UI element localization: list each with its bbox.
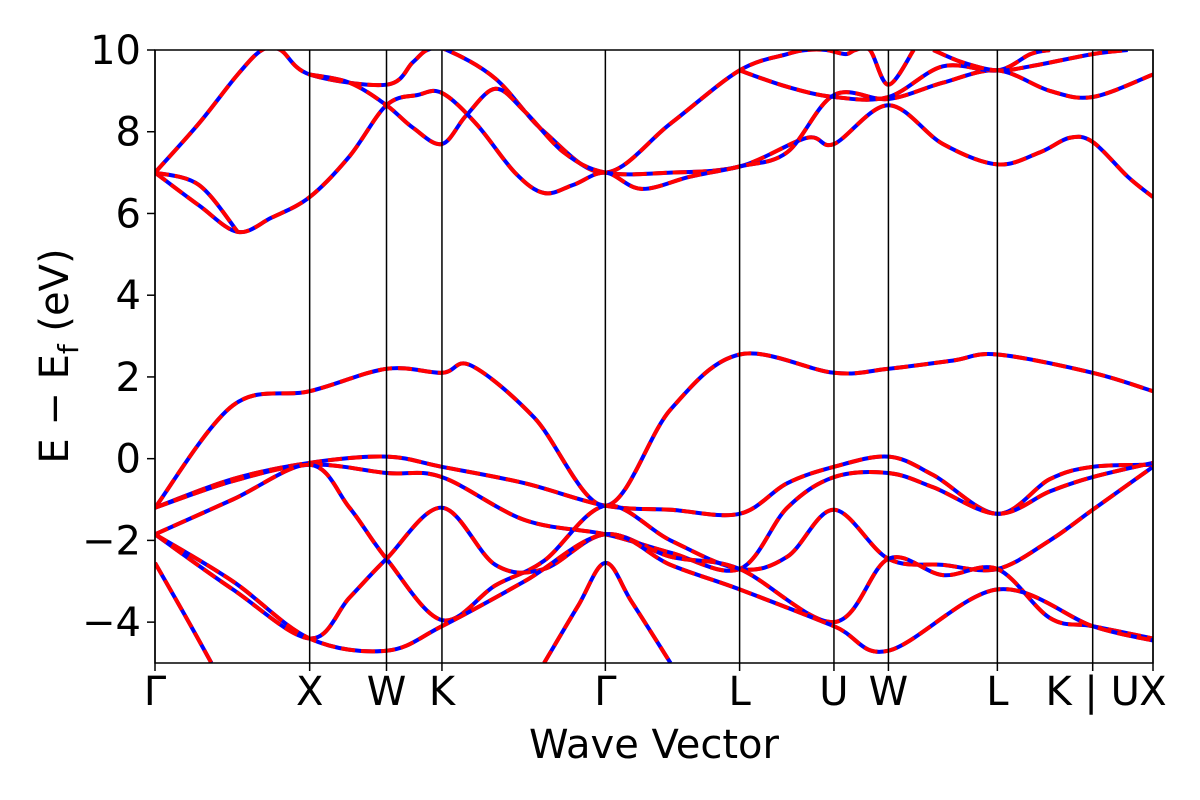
x-tick-label-8: L [986, 669, 1009, 715]
band-7-red-dashed [542, 560, 673, 663]
band-4-blue [155, 505, 1153, 641]
band-3-red-dashed [155, 462, 1153, 623]
band-0-red-dashed [155, 351, 1153, 509]
x-tick-label-7: W [869, 669, 909, 715]
y-tick-label-0: −4 [82, 600, 141, 646]
band-5-red-dashed [155, 532, 1153, 654]
band-3-blue [155, 462, 1153, 623]
x-tick-label-2: W [367, 669, 407, 715]
y-axis-label-main: E − E [32, 354, 78, 464]
y-axis-label-unit: (eV) [32, 248, 78, 344]
y-tick-label-3: 2 [116, 355, 141, 401]
band-2-red-dashed [155, 460, 1153, 573]
x-tick-label-0: Γ [144, 669, 167, 715]
y-tick-label-5: 6 [116, 191, 141, 237]
band-6-red-dashed [155, 561, 214, 663]
band-13-red-dashed [932, 50, 1128, 73]
x-tick-label-10: X [1139, 669, 1166, 715]
band-0-blue [155, 351, 1153, 509]
band-12-blue [738, 50, 1051, 102]
band-7-blue [542, 560, 673, 663]
x-axis-label: Wave Vector [529, 722, 780, 768]
band-9-red-dashed [309, 72, 1153, 199]
band-12-red-dashed [738, 50, 1051, 102]
y-tick-label-6: 8 [116, 110, 141, 156]
y-tick-label-7: 10 [90, 28, 141, 74]
band-10-red-dashed [155, 68, 1153, 235]
y-tick-label-2: 0 [116, 437, 141, 483]
x-tick-label-1: X [296, 669, 323, 715]
band-11-red-dashed [155, 170, 240, 234]
band-8-blue [155, 50, 916, 175]
y-axis-label-subscript: f [52, 343, 85, 354]
band-6-blue [155, 561, 214, 663]
x-tick-label-6: U [819, 669, 848, 715]
x-tick-label-3: K [429, 669, 457, 715]
y-axis-label: E − Ef (eV) [32, 248, 85, 463]
x-tick-label-5: L [728, 669, 751, 715]
band-10-blue [155, 68, 1153, 235]
y-axis-ticks: −4 −2 0 2 4 6 8 10 [82, 28, 155, 646]
plot-frame [154, 49, 1154, 664]
x-tick-label-4: Γ [594, 669, 617, 715]
y-tick-label-1: −2 [82, 518, 141, 564]
y-tick-label-4: 4 [116, 273, 141, 319]
band-8-red-dashed [155, 50, 916, 175]
x-tick-label-9: K | U [1045, 669, 1139, 715]
band-lines [155, 50, 1153, 663]
